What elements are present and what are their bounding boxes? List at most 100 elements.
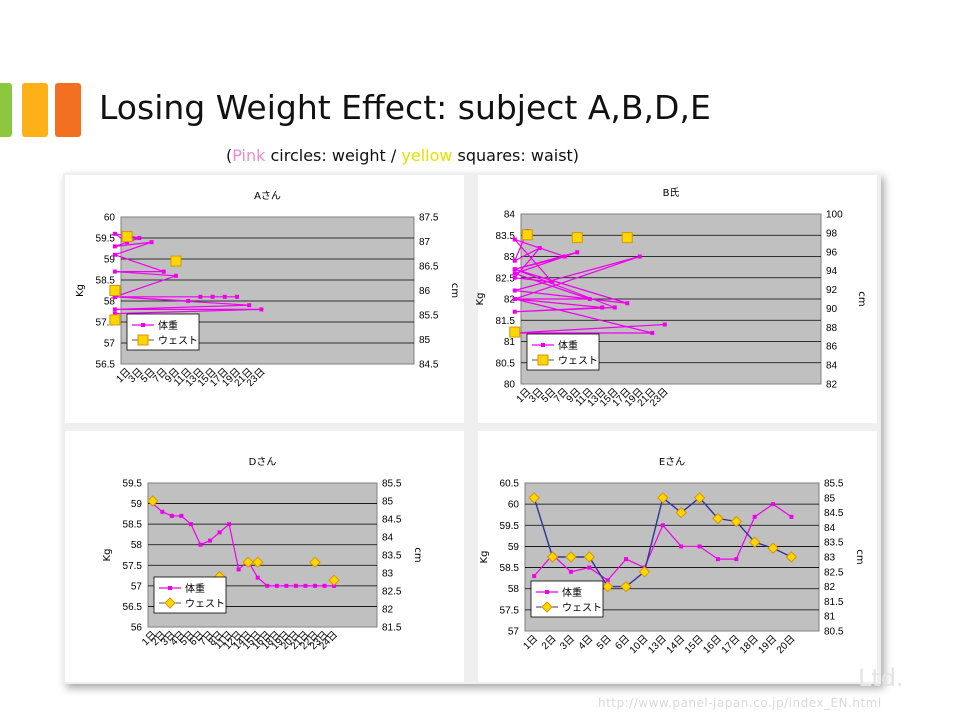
chart-b-y2tick-label: 86 xyxy=(826,342,838,353)
chart-a-ytick-label: 58.5 xyxy=(96,276,116,287)
chart-b-weight-point xyxy=(637,254,642,259)
chart-a-ytick-label: 58 xyxy=(104,297,116,308)
chart-b-ytick-label: 80 xyxy=(504,380,516,391)
chart-e-weight-point xyxy=(679,544,684,549)
chart-b-waist-point xyxy=(509,326,521,338)
chart-b-weight-point xyxy=(650,331,655,335)
chart-a-weight-point xyxy=(259,307,264,312)
chart-b-ytick-label: 81.5 xyxy=(496,316,516,327)
chart-b-y2tick-label: 96 xyxy=(826,247,838,258)
chart-b-legend-waist-label: ウェスト xyxy=(558,355,598,367)
chart-d-y2tick-label: 82.5 xyxy=(382,587,402,598)
chart-d-weight-point xyxy=(227,522,232,527)
chart-e-ytick-label: 58 xyxy=(508,584,520,595)
chart-a-waist-point xyxy=(109,314,121,326)
chart-b-title: B氏 xyxy=(663,187,680,199)
chart-e-waist-point xyxy=(748,536,761,548)
chart-d-legend xyxy=(153,576,227,614)
chart-e-ytick-label: 59.5 xyxy=(500,521,520,532)
chart-e-weight-point xyxy=(715,557,720,562)
chart-e-waist-point xyxy=(712,512,724,525)
chart-d-y2label: cm xyxy=(412,547,423,562)
chart-d-legend-weight-marker xyxy=(168,586,172,590)
slide-subtitle: (Pink circles: weight / yellow squares: … xyxy=(226,146,579,165)
chart-e-waist-point xyxy=(565,551,577,563)
chart-area: 56.5 57 57.5 58 58.5 59 59.5 60 84.5 85 85.5 86 86.5… xyxy=(63,173,881,684)
chart-d-waist-point xyxy=(242,556,254,568)
chart-a-ytick-label: 59 xyxy=(104,255,116,266)
chart-e-weight-point xyxy=(605,578,610,583)
chart-a-y2tick-label: 86.5 xyxy=(419,262,439,273)
chart-a-waist-point xyxy=(170,255,182,267)
chart-a-y2tick-label: 85 xyxy=(419,335,431,346)
chart-b-weight-point xyxy=(662,322,667,327)
chart-e-ytick-label: 60 xyxy=(508,500,520,511)
chart-d-weight-point xyxy=(284,583,289,588)
chart-b-legend-weight-label: 体重 xyxy=(558,339,578,352)
chart-e-ytick-label: 57.5 xyxy=(500,605,520,616)
chart-e-weight-point xyxy=(734,557,739,562)
chart-e-ytick-label: 60.5 xyxy=(500,479,520,490)
subtitle-part-1: circles: weight / xyxy=(265,146,402,165)
chart-a-weight-point xyxy=(198,294,203,299)
chart-a-ytick-label: 60 xyxy=(104,213,116,224)
chart-a-weight-point xyxy=(186,299,191,303)
chart-d-weight-point xyxy=(198,542,203,547)
chart-a-ytick-label: 56.5 xyxy=(96,360,116,371)
chart-b-y2tick-label: 98 xyxy=(826,228,838,239)
chart-e-waist-point xyxy=(693,492,706,504)
chart-d-ytick-label: 56.5 xyxy=(123,602,143,613)
chart-e-y2tick-label: 82.5 xyxy=(824,567,844,578)
chart-b-y2tick-label: 94 xyxy=(826,266,838,277)
chart-e-y2tick-label: 85.5 xyxy=(824,479,844,490)
chart-b-weight-point xyxy=(512,297,517,301)
chart-d-weight-point xyxy=(169,513,174,518)
chart-e-weight-point xyxy=(771,502,776,507)
chart-e-y2tick-label: 83.5 xyxy=(824,538,844,549)
chart-a-title: Aさん xyxy=(254,190,281,202)
chart-b-ytick-label: 81 xyxy=(504,337,516,348)
chart-a-weight-point xyxy=(112,311,117,316)
chart-a-weight-point xyxy=(137,236,142,240)
chart-e-y2tick-label: 85 xyxy=(824,493,836,504)
chart-b-weight-point xyxy=(537,246,542,250)
chart-b-weight-point xyxy=(512,309,517,314)
chart-b-ytick-label: 82 xyxy=(504,295,516,306)
chart-d-y2tick-label: 85.5 xyxy=(382,479,402,490)
chart-d-weight-point xyxy=(236,567,241,572)
chart-a-y2tick-label: 85.5 xyxy=(419,311,439,322)
chart-b-ytick-label: 80.5 xyxy=(496,358,516,369)
chart-b-y2label: cm xyxy=(856,291,867,306)
chart-e-waist-point xyxy=(601,580,614,593)
chart-b-weight-point xyxy=(512,267,517,272)
chart-b-weight-line xyxy=(512,230,665,334)
chart-e-legend-weight-marker xyxy=(545,590,549,594)
chart-e-waist-point xyxy=(730,515,743,528)
chart-e-weight-point xyxy=(587,565,592,570)
chart-d-weight-point xyxy=(293,583,298,588)
chart-b-weight-point xyxy=(512,275,517,280)
chart-e-y2tick-label: 81 xyxy=(824,612,836,623)
chart-d-legend-waist-marker xyxy=(164,597,176,609)
subtitle-open: ( xyxy=(226,146,233,165)
chart-a-weight-point xyxy=(173,273,178,278)
chart-a-weight-point xyxy=(112,269,117,274)
chart-d-weight-point xyxy=(188,522,193,527)
decor-bar-orange xyxy=(55,83,81,137)
chart-a-ytick-label: 57 xyxy=(104,339,116,350)
chart-d-y2tick-label: 82 xyxy=(382,605,394,616)
charts-svg: 56.5 57 57.5 58 58.5 59 59.5 60 84.5 85 85.5 86 86.5… xyxy=(65,175,877,682)
chart-e-waist-point xyxy=(583,551,596,563)
chart-e-weight-point xyxy=(789,514,794,519)
chart-b-legend-weight-marker xyxy=(541,343,545,347)
chart-d-waist-point xyxy=(309,556,321,568)
chart-b-weight-point xyxy=(512,288,517,293)
chart-b-ytick-label: 84 xyxy=(504,210,516,221)
chart-d-ytick-label: 58.5 xyxy=(123,520,143,531)
decor-bar-green xyxy=(0,83,12,137)
chart-d-ytick-label: 59 xyxy=(131,499,143,510)
chart-e-y2tick-label: 84.5 xyxy=(824,508,844,519)
chart-b-y2tick-label: 88 xyxy=(826,323,838,334)
chart-e-ytick-label: 59 xyxy=(508,542,520,553)
chart-a-waist-point xyxy=(109,285,121,296)
